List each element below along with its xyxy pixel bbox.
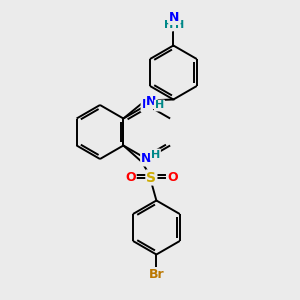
Text: O: O — [125, 171, 136, 184]
Text: O: O — [167, 171, 178, 184]
Text: N: N — [169, 11, 180, 24]
Text: H: H — [164, 20, 173, 31]
Text: Br: Br — [148, 268, 164, 281]
Text: H: H — [151, 149, 160, 160]
Text: N: N — [146, 95, 157, 108]
Text: H: H — [155, 100, 164, 110]
Text: N: N — [142, 152, 152, 166]
Text: N: N — [142, 98, 152, 112]
Text: N: N — [141, 152, 152, 165]
Text: S: S — [146, 170, 156, 184]
Text: H: H — [175, 20, 184, 31]
